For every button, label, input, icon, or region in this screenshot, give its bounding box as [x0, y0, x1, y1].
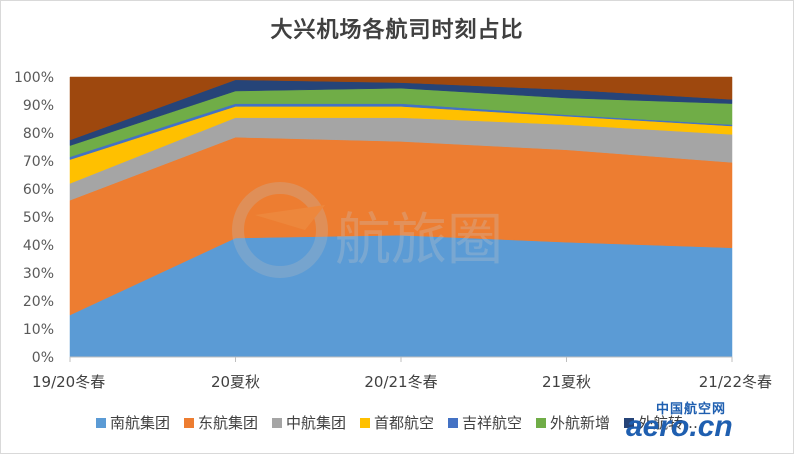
chart-title: 大兴机场各航司时刻占比: [270, 18, 524, 43]
legend-swatch: [95, 417, 106, 428]
legend: 南航集团 东航集团 中航集团 首都航空 吉祥航空 外航新增 外航转…: [0, 412, 794, 433]
legend-swatch: [359, 417, 370, 428]
y-tick-label: 100%: [14, 70, 54, 86]
legend-label: 外航新增: [550, 414, 611, 432]
legend-item: 外航转…: [624, 412, 698, 433]
y-tick-label: 0%: [32, 350, 54, 366]
x-tick-label: 21/22冬春: [699, 373, 772, 391]
legend-label: 吉祥航空: [462, 414, 523, 432]
aero-logo: 中国航空网 aero.cn: [626, 398, 786, 450]
legend-label: 首都航空: [373, 414, 434, 432]
y-tick-label: 40%: [23, 238, 54, 254]
legend-item: 南航集团: [95, 412, 170, 433]
y-tick-label: 50%: [23, 210, 54, 226]
legend-item: 东航集团: [183, 412, 258, 433]
x-tick-label: 20/21冬春: [364, 373, 437, 391]
area-chart: 0% 10% 20% 30% 40% 50% 60% 70% 80% 90% 100% 19/20冬春…: [14, 70, 772, 391]
area-series-7: [69, 76, 733, 141]
y-tick-label: 80%: [23, 126, 54, 142]
legend-label: 中航集团: [285, 414, 346, 432]
legend-item: 中航集团: [271, 412, 346, 433]
y-tick-label: 20%: [23, 294, 54, 310]
watermark-text: 航旅圈: [335, 208, 503, 273]
legend-label: 外航转…: [638, 414, 699, 432]
legend-swatch: [448, 417, 458, 428]
x-tick-label: 19/20冬春: [32, 373, 105, 391]
x-tick-label: 21夏秋: [542, 373, 591, 391]
x-tick-label: 20夏秋: [211, 373, 260, 391]
watermark-logo-icon: [232, 182, 328, 278]
logo-cn-text: 中国航空网: [656, 402, 727, 417]
legend-swatch: [536, 417, 547, 428]
legend-label: 东航集团: [197, 414, 258, 432]
y-tick-label: 10%: [23, 322, 54, 338]
y-tick-label: 70%: [23, 154, 54, 170]
legend-item: 首都航空: [359, 412, 434, 433]
legend-item: 外航新增: [536, 412, 610, 433]
legend-label: 南航集团: [109, 414, 170, 432]
legend-swatch: [271, 417, 282, 428]
legend-swatch: [624, 417, 635, 428]
legend-item: 吉祥航空: [448, 412, 522, 433]
y-tick-label: 30%: [23, 266, 54, 282]
y-tick-label: 60%: [23, 182, 54, 198]
logo-en-text: aero.cn: [626, 410, 733, 443]
legend-swatch: [183, 417, 194, 428]
watermark: 航旅圈: [225, 175, 555, 285]
y-tick-label: 90%: [23, 98, 54, 114]
